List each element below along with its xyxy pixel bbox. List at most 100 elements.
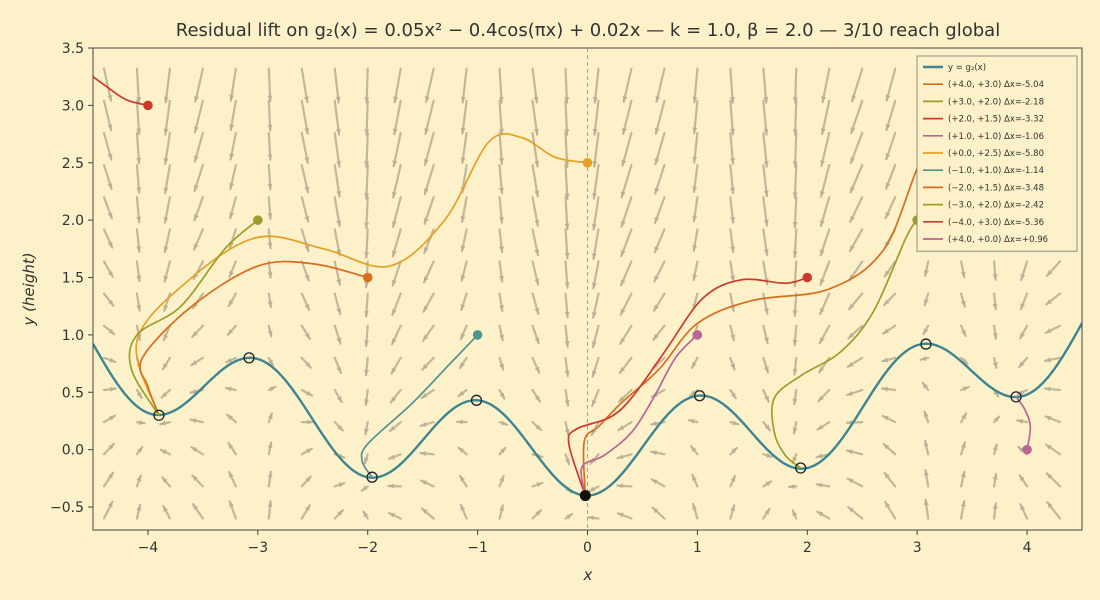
vector-arrow: [163, 131, 172, 165]
vector-arrow: [227, 292, 237, 308]
vector-arrow: [229, 163, 237, 191]
vector-arrow: [564, 163, 570, 201]
vector-arrow: [1045, 260, 1062, 277]
vector-arrow: [498, 356, 505, 371]
vector-arrow: [102, 471, 115, 488]
trajectory-3: [580, 334, 699, 496]
vector-arrow: [162, 504, 172, 520]
vector-arrow: [163, 196, 172, 224]
vector-arrow: [161, 476, 172, 488]
vector-arrow: [498, 163, 505, 195]
vector-arrow: [652, 324, 666, 341]
vector-arrow: [882, 292, 897, 307]
vector-arrow: [333, 324, 342, 345]
vector-arrow: [687, 418, 699, 424]
vector-arrow: [135, 503, 142, 520]
vector-arrow: [960, 260, 966, 279]
legend-entry: (+1.0, +1.0) Δx=-1.06: [948, 132, 1044, 142]
vector-arrow: [690, 356, 699, 370]
chart-title: Residual lift on g₂(x) = 0.05x² − 0.4cos…: [176, 20, 1000, 41]
vector-arrow: [992, 443, 998, 456]
vector-arrow: [788, 483, 798, 490]
vector-arrow: [457, 446, 468, 456]
trajectory-start-5: [472, 330, 483, 340]
vector-arrow: [588, 485, 600, 493]
vector-arrow: [620, 196, 633, 228]
vector-arrow: [591, 196, 600, 231]
vector-arrow: [392, 99, 402, 136]
vector-arrow: [191, 474, 204, 488]
vector-arrow: [847, 505, 864, 520]
vector-arrow: [816, 421, 831, 431]
x-tick-label: −1: [467, 540, 488, 556]
vector-arrow: [458, 474, 468, 488]
vector-arrow: [226, 413, 237, 424]
x-tick-label: 1: [693, 540, 702, 556]
vector-arrow: [135, 228, 142, 253]
vector-arrow: [992, 472, 998, 488]
vector-arrow: [564, 99, 570, 136]
vector-arrow: [531, 163, 540, 198]
vector-arrow: [729, 196, 736, 224]
vector-arrow: [564, 421, 570, 437]
vector-arrow: [654, 163, 666, 195]
vector-arrow: [362, 510, 369, 520]
vector-arrow: [300, 447, 314, 456]
vector-arrow: [531, 324, 540, 345]
vector-arrow: [1044, 324, 1062, 335]
vector-arrow: [391, 163, 402, 199]
vector-arrow: [692, 99, 699, 135]
vector-arrow: [390, 324, 402, 346]
x-tick-label: 4: [1023, 540, 1032, 556]
vector-arrow: [1044, 443, 1062, 456]
trajectory-start-6: [362, 272, 373, 283]
vector-arrow: [692, 131, 699, 164]
vector-arrow: [729, 67, 736, 104]
vector-arrow: [364, 131, 370, 169]
vector-arrow: [883, 260, 897, 278]
vector-arrow: [531, 356, 541, 374]
vector-arrow: [423, 163, 435, 196]
vector-arrow: [422, 292, 435, 313]
x-tick-label: 2: [803, 540, 812, 556]
vector-arrow: [729, 324, 736, 342]
vector-arrow: [420, 388, 435, 400]
vector-arrow: [564, 356, 570, 378]
critical-point-0: [153, 409, 165, 421]
x-tick-label: −2: [357, 540, 378, 556]
vector-arrow: [531, 260, 540, 286]
vector-arrow: [363, 228, 370, 259]
vector-arrow: [690, 445, 699, 456]
vector-arrow: [762, 99, 769, 136]
vector-arrow: [267, 412, 274, 424]
vector-arrow: [762, 452, 774, 458]
vector-arrow: [1019, 292, 1029, 311]
vector-arrow: [818, 324, 831, 345]
vector-arrow: [162, 324, 172, 342]
vector-arrow: [300, 260, 310, 282]
vector-arrow: [849, 196, 864, 223]
y-tick-label: 3.5: [62, 41, 84, 57]
vector-arrow: [190, 356, 204, 367]
vector-arrow: [300, 67, 310, 104]
vector-arrow: [654, 131, 666, 166]
x-tick-label: −3: [248, 540, 269, 556]
vector-arrow: [619, 292, 633, 316]
vector-arrow: [363, 388, 370, 406]
vector-arrow: [882, 324, 897, 335]
vector-arrow: [762, 67, 769, 104]
vector-arrow: [419, 479, 435, 488]
vector-arrow: [191, 503, 204, 520]
vector-arrow: [267, 356, 274, 367]
vector-arrow: [729, 420, 740, 426]
vector-arrow: [617, 421, 633, 432]
vector-arrow: [364, 99, 370, 136]
vector-arrow: [423, 131, 435, 167]
vector-arrow: [792, 67, 798, 104]
vector-arrow: [388, 511, 402, 520]
vector-arrow: [300, 419, 314, 425]
y-tick-label: 3.0: [62, 98, 84, 114]
vector-arrow: [460, 99, 468, 135]
vector-arrow: [819, 260, 831, 286]
y-tick-label: 1.0: [62, 328, 84, 344]
